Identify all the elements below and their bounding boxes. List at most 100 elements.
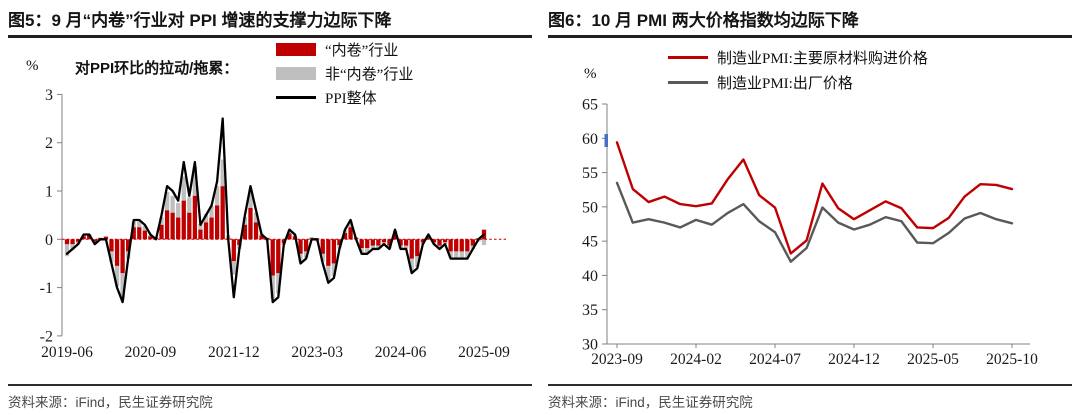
bar-neijuan: [370, 239, 375, 246]
y-tick-label: 2: [45, 135, 53, 152]
bar-neijuan: [70, 239, 75, 245]
bar-non-neijuan: [103, 235, 109, 237]
legend-label: 制造业PMI:主要原材料购进价格: [717, 50, 928, 67]
bar-non-neijuan: [181, 176, 186, 201]
factory-price-line-swatch-icon: [668, 80, 708, 84]
bar-neijuan: [214, 205, 220, 240]
bar-neijuan: [276, 239, 281, 274]
bar-non-neijuan: [276, 273, 281, 294]
y-tick-label: 55: [582, 165, 598, 182]
bar-non-neijuan: [120, 273, 125, 300]
non-neijuan-bar-swatch-icon: [276, 66, 316, 80]
bar-neijuan: [303, 239, 309, 252]
bar-neijuan: [253, 222, 259, 240]
ppi-total-line: [65, 117, 486, 304]
bar-non-neijuan: [192, 166, 198, 196]
bar-neijuan: [114, 239, 120, 266]
legend-item-purchase-price: 制造业PMI:主要原材料购进价格: [668, 48, 928, 67]
x-tick-label: 2019-06: [41, 344, 93, 361]
bar-neijuan: [109, 239, 114, 252]
bar-non-neijuan: [481, 239, 487, 246]
bar-neijuan: [337, 239, 342, 246]
bar-non-neijuan: [370, 245, 375, 249]
factory-price-line: [615, 181, 1014, 263]
bar-neijuan: [231, 239, 236, 262]
bar-neijuan: [426, 237, 431, 240]
bar-neijuan: [126, 239, 131, 252]
legend-item-factory-price: 制造业PMI:出厂价格: [668, 73, 928, 92]
bar-non-neijuan: [248, 189, 253, 208]
bar-non-neijuan: [437, 245, 442, 249]
bar-non-neijuan: [231, 261, 236, 275]
stacked-bars: [64, 159, 487, 300]
bar-neijuan: [203, 222, 209, 240]
bar-non-neijuan: [176, 203, 181, 218]
bar-neijuan: [398, 239, 403, 246]
bar-neijuan: [437, 239, 442, 246]
legend-item-non-neijuan: 非“内卷”行业: [276, 64, 414, 83]
bar-neijuan: [442, 239, 448, 243]
bar-neijuan: [470, 239, 476, 246]
y-tick-label: -1: [40, 280, 53, 297]
bar-neijuan: [164, 210, 170, 240]
figure6-legend: 制造业PMI:主要原材料购进价格 制造业PMI:出厂价格: [668, 48, 928, 92]
bar-non-neijuan: [137, 221, 142, 228]
bar-neijuan: [137, 227, 142, 240]
x-tick-label: 2023-03: [291, 344, 343, 361]
bar-neijuan: [376, 239, 381, 246]
bar-neijuan: [359, 239, 364, 248]
panel-figure5: 图5：9 月“内卷”行业对 PPI 增速的支撑力边际下降 % 对PPI环比的拉动…: [8, 6, 532, 410]
bar-neijuan: [381, 239, 387, 243]
bar-non-neijuan: [465, 251, 470, 258]
panel-figure6: 图6：10 月 PMI 两大价格指数均边际下降 % 制造业PMI:主要原材料购进…: [548, 6, 1072, 411]
y-tick-label: 50: [582, 199, 598, 216]
legend-label: 非“内卷”行业: [325, 66, 414, 83]
x-tick-label: 2024-06: [375, 344, 427, 361]
bar-neijuan: [131, 227, 136, 240]
x-tick-label: 2021-12: [208, 344, 260, 361]
bar-non-neijuan: [253, 212, 259, 223]
bar-non-neijuan: [459, 251, 464, 258]
bar-non-neijuan: [326, 265, 331, 281]
x-tick-label: 2024-02: [670, 351, 722, 368]
y-tick-label: 60: [582, 131, 598, 148]
bar-non-neijuan: [198, 223, 203, 230]
y-tick-label: 3: [45, 87, 53, 104]
bar-non-neijuan: [409, 258, 414, 272]
bar-non-neijuan: [109, 251, 114, 263]
bar-neijuan: [415, 239, 420, 257]
purchase-price-line: [615, 141, 1014, 255]
y-tick-label: 35: [582, 302, 598, 319]
figure6-unit-label: %: [584, 66, 597, 82]
bar-neijuan: [331, 239, 337, 264]
bar-neijuan: [87, 235, 92, 240]
bar-neijuan: [159, 224, 164, 240]
bar-neijuan: [220, 186, 225, 240]
figure5-title: 图5：9 月“内卷”行业对 PPI 增速的支撑力边际下降: [8, 6, 532, 38]
bar-non-neijuan: [203, 213, 209, 223]
bar-non-neijuan: [270, 275, 275, 299]
figure5-legend: “内卷”行业 非“内卷”行业 PPI整体: [276, 40, 414, 107]
x-tick-label: 2025-10: [986, 351, 1038, 368]
bar-neijuan: [392, 234, 398, 240]
y-tick-label: 0: [45, 232, 53, 249]
x-tick-label: 2024-12: [828, 351, 880, 368]
purchase-price-line-swatch-icon: [668, 55, 708, 59]
bar-neijuan: [259, 235, 264, 240]
y-tick-label: -2: [40, 328, 53, 345]
bar-neijuan: [242, 224, 248, 240]
bar-non-neijuan: [320, 253, 325, 262]
figure6-title: 图6：10 月 PMI 两大价格指数均边际下降: [548, 6, 1072, 38]
bar-neijuan: [170, 212, 175, 240]
y-tick-label: 45: [582, 234, 598, 251]
bar-neijuan: [92, 239, 97, 242]
bar-non-neijuan: [209, 205, 214, 218]
bar-neijuan: [465, 239, 470, 252]
bar-non-neijuan: [454, 251, 459, 258]
bar-neijuan: [298, 239, 303, 254]
legend-item-ppi-total: PPI整体: [276, 88, 413, 107]
figure6-source-note: 资料来源：iFind，民生证券研究院: [548, 384, 1072, 411]
